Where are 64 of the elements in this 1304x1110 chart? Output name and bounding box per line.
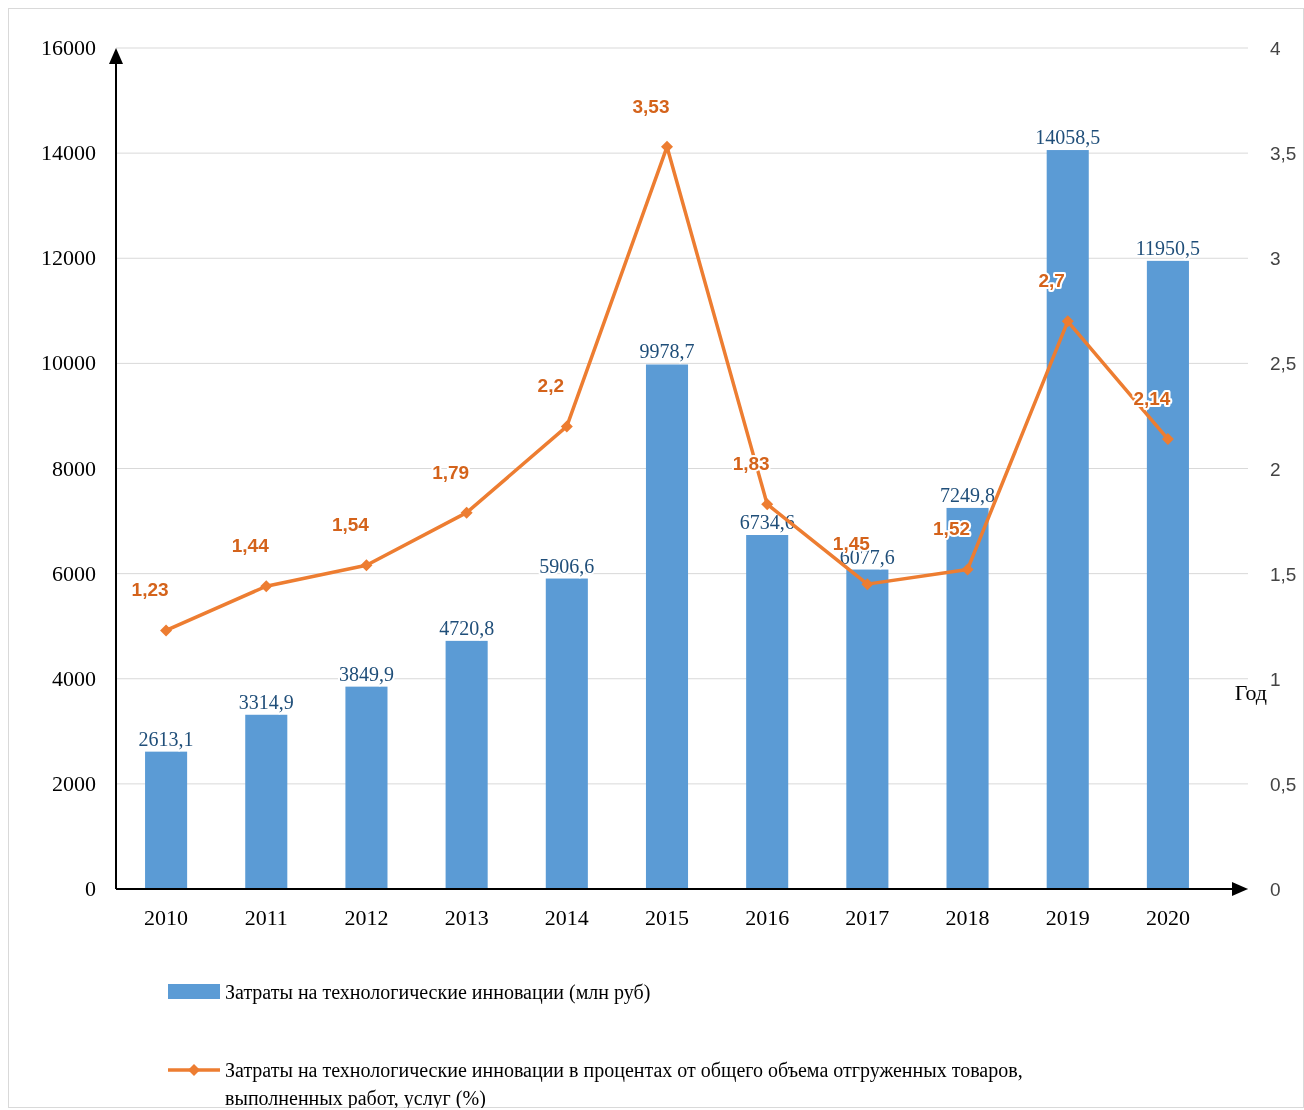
bar [545, 578, 588, 889]
point [460, 506, 473, 519]
data-label: 1,54 [331, 514, 370, 536]
data-label: 1,44 [231, 535, 270, 557]
x-tick-label: 2010 [144, 905, 189, 930]
point [260, 580, 273, 593]
bar [746, 535, 789, 889]
data-label: 3,53 [632, 95, 670, 117]
data-label: 1,23 [131, 579, 169, 601]
bar [245, 714, 288, 889]
data-label: 3314,9 [238, 690, 294, 713]
y-tick-label: 4000 [52, 665, 96, 691]
bar [445, 640, 488, 889]
data-label: 2,2 [537, 375, 565, 397]
x-tick-label: 2017 [845, 905, 890, 930]
point [1061, 315, 1074, 328]
x-tick-label: 2011 [244, 905, 288, 930]
y-tick-label: 2000 [52, 770, 96, 796]
data-label: 14058,5 [1035, 126, 1101, 149]
point [360, 559, 373, 572]
data-label: 4720,8 [439, 616, 495, 639]
data-label: 2613,1 [138, 727, 194, 750]
point [160, 624, 173, 637]
x-tick-label: 2016 [745, 905, 790, 930]
data-label: 1,79 [432, 461, 470, 483]
data-label: 7249,8 [940, 483, 996, 506]
bar [645, 364, 689, 889]
legend-label: Затраты на технологические инновации (млн руб) [225, 981, 651, 1004]
y-tick-label: 10000 [41, 350, 96, 376]
y2-tick-label: 3,5 [1270, 143, 1297, 165]
data-label: 11950,5 [1135, 236, 1201, 259]
point [761, 498, 774, 511]
x-tick-label: 2018 [945, 905, 990, 930]
data-label: 9978,7 [639, 340, 695, 363]
y2-tick-label: 4 [1270, 38, 1281, 59]
y-tick-label: 0 [85, 876, 96, 901]
x-tick-label: 2020 [1145, 905, 1190, 930]
x-tick-label: 2015 [645, 905, 689, 930]
x-tick-label: 2013 [444, 905, 489, 930]
y-tick-label: 16000 [41, 35, 96, 60]
point [560, 420, 573, 433]
x-tick-label: 2014 [544, 905, 589, 930]
y-tick-label: 6000 [52, 560, 96, 586]
y2-tick-label: 0,5 [1270, 773, 1297, 795]
data-label: 3849,9 [338, 662, 394, 685]
bar [145, 751, 188, 889]
y2-tick-label: 2,5 [1270, 353, 1297, 375]
data-label: 5906,6 [539, 554, 595, 577]
bar [846, 569, 889, 889]
x-axis-title: Год [1234, 680, 1267, 705]
y2-tick-label: 0 [1270, 879, 1281, 900]
y-tick-label: 12000 [41, 245, 96, 271]
y2-tick-label: 2 [1270, 458, 1281, 480]
y-tick-label: 8000 [52, 455, 96, 481]
point [1161, 433, 1174, 446]
bar [345, 686, 388, 889]
point [961, 563, 974, 576]
y2-tick-label: 1,5 [1270, 563, 1297, 585]
y2-tick-label: 3 [1270, 248, 1281, 270]
x-tick-label: 2019 [1045, 905, 1090, 930]
y-tick-label: 14000 [41, 140, 96, 166]
point [861, 578, 874, 591]
y2-tick-label: 1 [1270, 668, 1281, 690]
x-tick-label: 2012 [344, 905, 389, 930]
